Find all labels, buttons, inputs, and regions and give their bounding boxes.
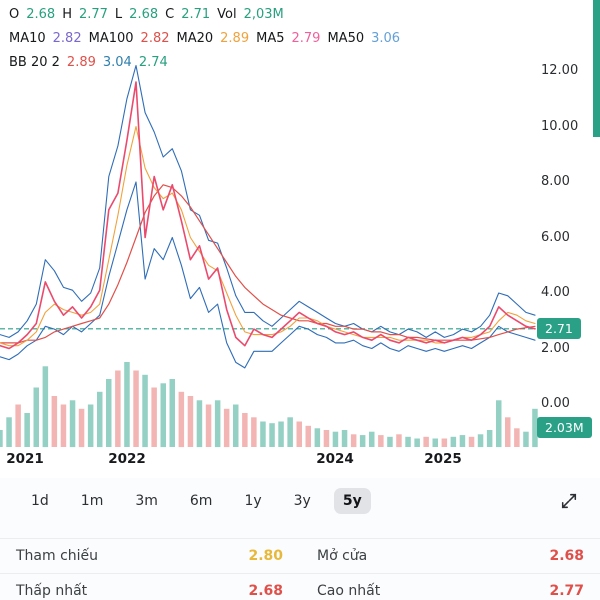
open-price-label: Mở cửa (317, 548, 368, 564)
x-axis-label: 2021 (6, 451, 44, 467)
y-axis-label: 0.00 (541, 396, 570, 411)
reference-price-value: 2.80 (248, 548, 283, 564)
ma50-label: MA50 (327, 31, 365, 46)
open-value: 2.68 (26, 7, 56, 22)
lowest-price-value: 2.68 (248, 583, 283, 599)
y-axis-label: 10.00 (541, 118, 579, 134)
x-axis-label: 2025 (424, 451, 462, 467)
y-axis-label: 12.00 (541, 63, 579, 78)
reference-price-label: Tham chiếu (16, 548, 99, 564)
y-axis-label: 6.00 (541, 229, 570, 245)
time-axis[interactable]: 2021 2022 2024 2025 (0, 451, 540, 471)
series-ma100-line (0, 184, 536, 344)
timeframe-1y[interactable]: 1y (244, 493, 262, 509)
bollinger-mid-value: 2.89 (66, 55, 96, 70)
highest-price-value: 2.77 (549, 583, 584, 599)
ma20-value: 2.89 (220, 31, 250, 46)
price-chart[interactable]: O 2.68 H 2.77 L 2.68 C 2.71 Vol 2,03M MA… (0, 0, 600, 478)
y-axis-label: 4.00 (541, 285, 570, 300)
ma10-value: 2.82 (52, 31, 82, 46)
low-value: 2.68 (129, 7, 159, 22)
chart-canvas (0, 64, 538, 448)
ma50-value: 3.06 (371, 31, 401, 46)
stats-row-2: Thấp nhất 2.68 Cao nhất 2.77 (0, 574, 600, 600)
volume-label: Vol (217, 7, 237, 22)
series-bollinger-upper-line (0, 64, 536, 338)
open-price-cell: Mở cửa 2.68 (317, 539, 584, 573)
right-edge-accent (593, 0, 600, 137)
highest-price-label: Cao nhất (317, 583, 381, 599)
series-bollinger-lower-line (0, 181, 536, 369)
series-ma20-line (0, 125, 536, 347)
stats-row-1: Tham chiếu 2.80 Mở cửa 2.68 (0, 539, 600, 574)
bollinger-lower-value: 2.74 (138, 55, 168, 70)
ma20-label: MA20 (176, 31, 214, 46)
current-price-badge: 2.71 (537, 317, 581, 339)
bottom-panel: 1d 1m 3m 6m 1y 3y 5y Tham ch (0, 478, 600, 600)
series-price-line (0, 81, 536, 350)
y-axis-label: 2.00 (541, 340, 570, 356)
bollinger-label: BB 20 2 (9, 55, 60, 70)
timeframe-6m[interactable]: 6m (189, 493, 213, 509)
timeframe-bar: 1d 1m 3m 6m 1y 3y 5y (0, 478, 600, 522)
y-axis-label: 8.00 (541, 174, 570, 189)
bollinger-upper-value: 3.04 (102, 55, 132, 70)
high-value: 2.77 (78, 7, 108, 22)
open-price-value: 2.68 (549, 548, 584, 564)
low-label: L (114, 7, 123, 22)
current-volume-badge: 2.03M (537, 417, 592, 438)
volume-value: 2,03M (243, 7, 284, 22)
highest-price-cell: Cao nhất 2.77 (317, 574, 584, 600)
timeframe-5y[interactable]: 5y (333, 488, 371, 514)
ma5-label: MA5 (256, 31, 285, 46)
reference-price-cell: Tham chiếu 2.80 (16, 539, 283, 573)
close-value: 2.71 (181, 7, 211, 22)
timeframe-3m[interactable]: 3m (135, 493, 158, 509)
open-label: O (9, 7, 20, 22)
timeframe-1m[interactable]: 1m (80, 493, 104, 509)
chart-legend: O 2.68 H 2.77 L 2.68 C 2.71 Vol 2,03M MA… (9, 7, 400, 79)
ma-row: MA10 2.82 MA100 2.82 MA20 2.89 MA5 2.79 … (9, 31, 400, 46)
ohlc-row: O 2.68 H 2.77 L 2.68 C 2.71 Vol 2,03M (9, 7, 400, 22)
timeframe-1d[interactable]: 1d (31, 493, 49, 509)
lowest-price-label: Thấp nhất (16, 583, 88, 599)
x-axis-label: 2024 (316, 451, 354, 467)
ma10-label: MA10 (9, 31, 46, 46)
x-axis-label: 2022 (108, 451, 146, 467)
close-label: C (165, 7, 175, 22)
timeframe-group: 1d 1m 3m 6m 1y 3y 5y (22, 488, 371, 514)
bollinger-row: BB 20 2 2.89 3.04 2.74 (9, 55, 400, 70)
high-label: H (62, 7, 72, 22)
fullscreen-button[interactable] (556, 488, 582, 514)
volume-bars (0, 362, 538, 448)
ma100-value: 2.82 (140, 31, 170, 46)
ma100-label: MA100 (88, 31, 134, 46)
ma5-value: 2.79 (291, 31, 321, 46)
expand-icon (561, 493, 577, 509)
lowest-price-cell: Thấp nhất 2.68 (16, 574, 283, 600)
stats-table: Tham chiếu 2.80 Mở cửa 2.68 Thấp nhất 2.… (0, 538, 600, 600)
timeframe-3y[interactable]: 3y (293, 493, 311, 509)
